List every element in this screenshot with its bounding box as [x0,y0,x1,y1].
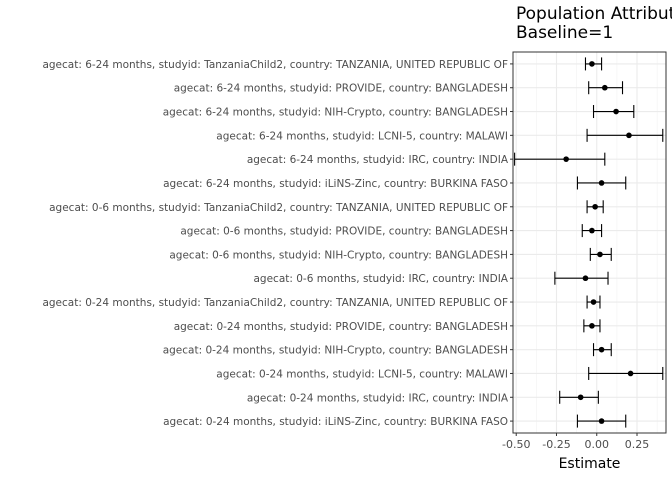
y-tick-label: agecat: 0-24 months, studyid: IRC, count… [247,392,509,404]
y-axis-ticks: agecat: 6-24 months, studyid: TanzaniaCh… [42,59,513,428]
y-tick-label: agecat: 0-6 months, studyid: PROVIDE, co… [180,226,508,238]
x-tick-label: -0.50 [502,438,530,451]
y-tick-label: agecat: 0-6 months, studyid: IRC, countr… [253,273,508,285]
x-axis-title: Estimate [559,456,621,472]
estimate-point [589,227,595,234]
plot-panel-border [512,51,667,434]
estimate-point [597,251,603,258]
estimate-point [627,370,634,377]
x-tick-label: 0.25 [625,438,650,451]
y-tick-label: agecat: 6-24 months, studyid: LCNI-5, co… [216,130,508,142]
estimate-point [613,108,619,115]
estimate-point [589,61,595,67]
y-tick-label: agecat: 6-24 months, studyid: NIH-Crypto… [163,107,508,119]
y-tick-label: agecat: 0-24 months, studyid: NIH-Crypto… [163,345,508,357]
estimate-point [602,84,608,91]
x-tick-label: -0.25 [542,438,570,451]
estimate-point [598,346,605,353]
y-tick-label: agecat: 0-24 months, studyid: iLiNS-Zinc… [163,416,508,428]
y-tick-label: agecat: 6-24 months, studyid: IRC, count… [247,154,509,166]
x-axis-ticks: -0.50 -0.25 0.00 0.25 [502,433,649,451]
estimate-point [598,180,605,186]
y-tick-label: agecat: 0-24 months, studyid: PROVIDE, c… [174,321,508,333]
estimate-point [626,132,632,139]
y-tick-label: agecat: 0-24 months, studyid: LCNI-5, co… [216,368,508,380]
error-bars [514,57,664,428]
estimate-point [590,299,597,305]
estimate-point [592,203,598,210]
y-tick-label: agecat: 6-24 months, studyid: TanzaniaCh… [42,59,508,71]
grid-minor-lines [536,52,658,433]
point-estimates [563,61,634,424]
y-tick-label: agecat: 0-6 months, studyid: TanzaniaChi… [49,202,508,214]
chart-subtitle: Baseline=1 [516,23,614,43]
y-tick-label: agecat: 6-24 months, studyid: iLiNS-Zinc… [163,178,508,190]
chart-title: Population Attributa [516,4,672,24]
x-tick-label: 0.00 [584,438,609,451]
estimate-point [563,156,569,162]
estimate-point [577,394,584,401]
y-tick-label: agecat: 0-24 months, studyid: TanzaniaCh… [42,297,508,309]
y-tick-label: agecat: 6-24 months, studyid: PROVIDE, c… [174,83,508,95]
estimate-point [582,275,589,282]
y-tick-label: agecat: 0-6 months, studyid: NIH-Crypto,… [169,249,508,261]
estimate-point [589,323,595,329]
estimate-point [598,418,605,424]
grid-major-lines [513,52,666,433]
